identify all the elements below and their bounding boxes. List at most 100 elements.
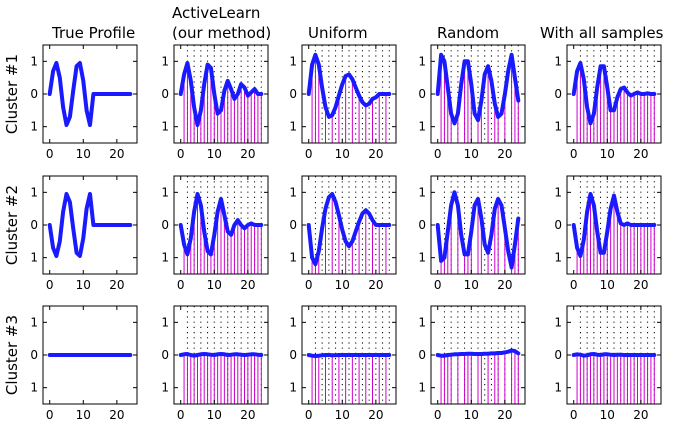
column-title-1-line-1: (our method) bbox=[172, 24, 271, 42]
y-tick-label: 1 bbox=[554, 251, 562, 265]
row-title-cluster-1: Cluster #1 bbox=[3, 54, 21, 134]
profile-curve bbox=[306, 52, 392, 119]
x-tick-label: 0 bbox=[177, 408, 185, 422]
y-tick-label: 1 bbox=[554, 120, 562, 134]
profile-curve bbox=[306, 353, 392, 358]
column-title-3-line-0: Random bbox=[437, 24, 499, 42]
column-title-2-line-0: Uniform bbox=[308, 24, 368, 42]
profile-curve bbox=[571, 352, 657, 358]
y-tick-label: 0 bbox=[289, 218, 297, 232]
x-tick-label: 20 bbox=[109, 147, 124, 161]
x-tick-label: 0 bbox=[46, 278, 54, 292]
y-tick-label: 1 bbox=[418, 381, 426, 395]
x-tick-label: 0 bbox=[434, 278, 442, 292]
profile-curve bbox=[571, 61, 657, 126]
x-tick-label: 0 bbox=[305, 278, 313, 292]
x-tick-label: 10 bbox=[207, 147, 222, 161]
x-tick-label: 20 bbox=[497, 408, 512, 422]
y-tick-label: 1 bbox=[418, 315, 426, 329]
y-tick-label: 1 bbox=[161, 315, 169, 329]
x-tick-label: 10 bbox=[76, 408, 91, 422]
x-tick-label: 20 bbox=[368, 408, 383, 422]
x-tick-label: 10 bbox=[600, 147, 615, 161]
row-title-cluster-3: Cluster #3 bbox=[3, 315, 21, 395]
y-tick-label: 1 bbox=[554, 315, 562, 329]
y-tick-label: 1 bbox=[554, 381, 562, 395]
y-tick-label: 0 bbox=[554, 218, 562, 232]
profile-curve bbox=[571, 192, 657, 258]
x-tick-label: 10 bbox=[464, 147, 479, 161]
y-tick-label: 0 bbox=[289, 348, 297, 362]
profile-curve bbox=[178, 61, 264, 127]
y-tick-label: 1 bbox=[30, 185, 38, 199]
y-tick-label: 1 bbox=[418, 185, 426, 199]
x-tick-label: 10 bbox=[464, 278, 479, 292]
x-tick-label: 10 bbox=[76, 147, 91, 161]
y-tick-label: 1 bbox=[289, 185, 297, 199]
x-tick-label: 0 bbox=[434, 408, 442, 422]
x-tick-label: 10 bbox=[207, 278, 222, 292]
y-tick-label: 1 bbox=[161, 381, 169, 395]
x-tick-label: 10 bbox=[335, 408, 350, 422]
x-tick-label: 0 bbox=[434, 147, 442, 161]
y-tick-label: 1 bbox=[161, 185, 169, 199]
y-tick-label: 0 bbox=[289, 87, 297, 101]
column-title-0-line-0: True Profile bbox=[51, 24, 135, 42]
profile-curve bbox=[178, 192, 264, 257]
y-tick-label: 1 bbox=[161, 120, 169, 134]
x-tick-label: 20 bbox=[240, 278, 255, 292]
x-tick-label: 10 bbox=[76, 278, 91, 292]
y-tick-label: 1 bbox=[554, 185, 562, 199]
y-tick-label: 1 bbox=[30, 120, 38, 134]
y-tick-label: 1 bbox=[30, 251, 38, 265]
y-tick-label: 1 bbox=[161, 251, 169, 265]
y-tick-label: 1 bbox=[161, 54, 169, 68]
x-tick-label: 0 bbox=[305, 408, 313, 422]
y-tick-label: 0 bbox=[554, 87, 562, 101]
profile-curve bbox=[435, 348, 521, 358]
x-tick-label: 0 bbox=[46, 408, 54, 422]
y-tick-label: 0 bbox=[418, 218, 426, 232]
x-tick-label: 10 bbox=[600, 408, 615, 422]
profile-curve bbox=[47, 192, 133, 258]
x-tick-label: 10 bbox=[335, 147, 350, 161]
column-titles: True Profile ActiveLearn (our method) Unifo… bbox=[51, 4, 664, 42]
profile-curve bbox=[435, 190, 521, 270]
x-tick-label: 20 bbox=[240, 408, 255, 422]
y-tick-label: 1 bbox=[418, 54, 426, 68]
x-tick-label: 20 bbox=[497, 278, 512, 292]
y-tick-label: 1 bbox=[289, 251, 297, 265]
y-tick-label: 1 bbox=[30, 381, 38, 395]
x-tick-label: 20 bbox=[633, 408, 648, 422]
y-tick-label: 0 bbox=[161, 348, 169, 362]
x-tick-label: 10 bbox=[207, 408, 222, 422]
y-tick-label: 0 bbox=[30, 348, 38, 362]
y-tick-label: 1 bbox=[30, 315, 38, 329]
y-tick-label: 1 bbox=[418, 251, 426, 265]
x-tick-label: 10 bbox=[335, 278, 350, 292]
x-tick-label: 20 bbox=[240, 147, 255, 161]
y-tick-label: 0 bbox=[30, 218, 38, 232]
x-tick-label: 20 bbox=[109, 408, 124, 422]
y-tick-label: 0 bbox=[30, 87, 38, 101]
x-tick-label: 10 bbox=[464, 408, 479, 422]
profile-curve bbox=[47, 61, 133, 127]
y-tick-label: 1 bbox=[289, 381, 297, 395]
x-tick-label: 0 bbox=[46, 147, 54, 161]
x-tick-label: 0 bbox=[177, 147, 185, 161]
y-tick-label: 0 bbox=[418, 87, 426, 101]
x-tick-label: 0 bbox=[177, 278, 185, 292]
x-tick-label: 20 bbox=[497, 147, 512, 161]
